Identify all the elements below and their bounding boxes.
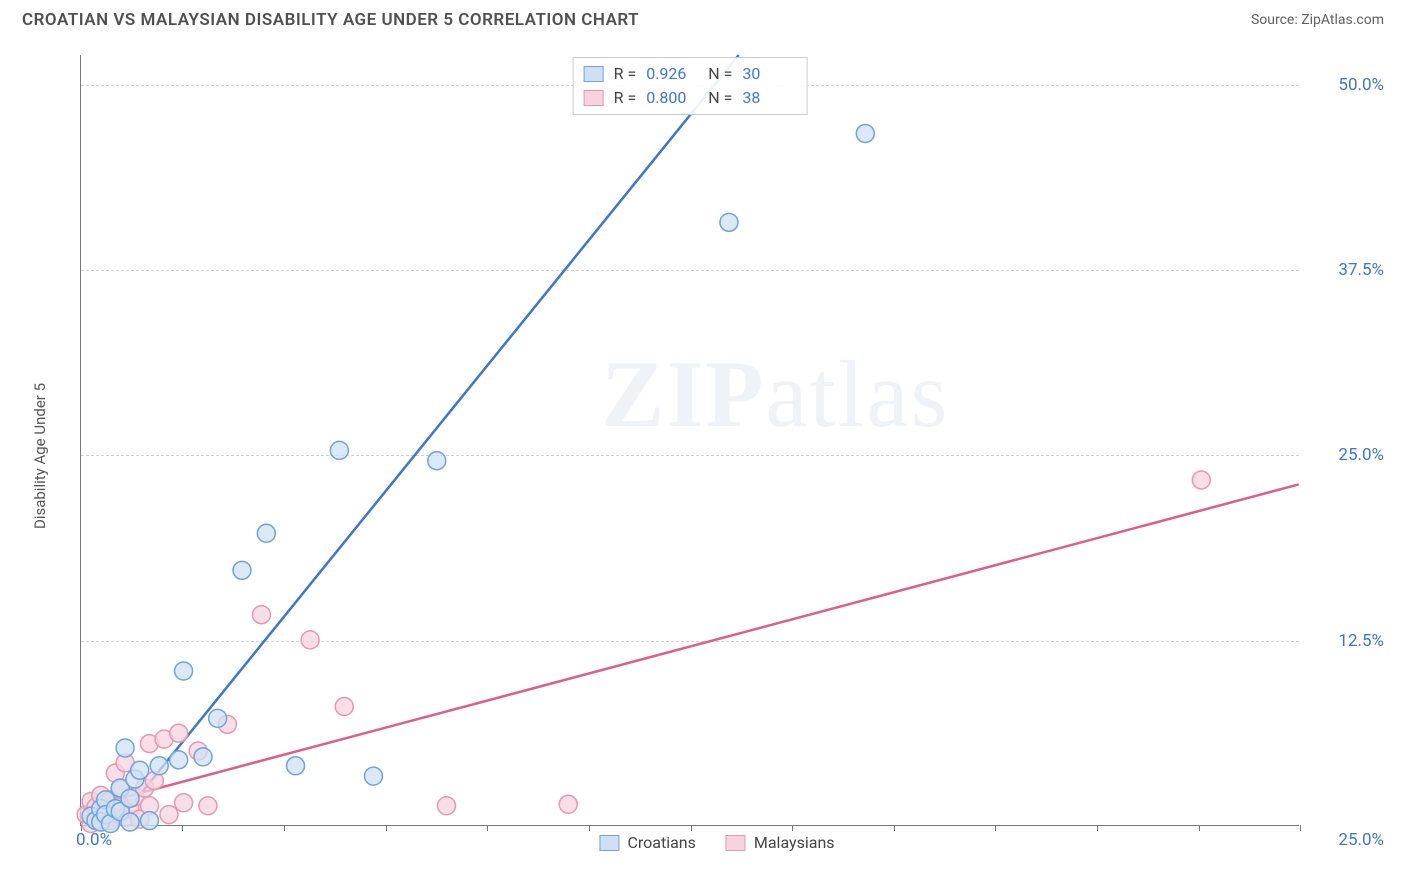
- legend-n-label: N =: [708, 86, 732, 110]
- data-point: [150, 757, 168, 775]
- x-tick: [691, 825, 692, 831]
- data-point: [252, 606, 270, 624]
- series-name: Malaysians: [754, 833, 835, 852]
- x-tick: [995, 825, 996, 831]
- y-tick-label: 37.5%: [1304, 260, 1384, 280]
- data-point: [209, 709, 227, 727]
- x-tick: [894, 825, 895, 831]
- data-point: [330, 441, 348, 459]
- data-point: [175, 662, 193, 680]
- series-legend-item: Malaysians: [726, 833, 835, 852]
- legend-n-value: 30: [742, 62, 794, 86]
- legend-swatch: [584, 66, 604, 82]
- data-point: [1192, 471, 1210, 489]
- data-point: [194, 748, 212, 766]
- legend-n-label: N =: [708, 62, 732, 86]
- data-point: [131, 761, 149, 779]
- x-tick: [487, 825, 488, 831]
- legend-swatch: [599, 835, 619, 851]
- source-attribution: Source: ZipAtlas.com: [1251, 12, 1384, 28]
- x-tick: [386, 825, 387, 831]
- data-point: [720, 213, 738, 231]
- data-point: [170, 724, 188, 742]
- data-point: [301, 631, 319, 649]
- legend-r-label: R =: [614, 62, 637, 86]
- data-point: [364, 767, 382, 785]
- plot-area: ZIPatlas R =0.926N =30R =0.800N =38: [80, 55, 1299, 826]
- data-point: [116, 739, 134, 757]
- data-point: [287, 757, 305, 775]
- legend-r-value: 0.926: [646, 62, 698, 86]
- data-point: [438, 797, 456, 815]
- series-name: Croatians: [627, 833, 695, 852]
- correlation-legend: R = 0.926 N = 30 R = 0.800 N = 38: [573, 57, 808, 115]
- data-point: [856, 124, 874, 142]
- legend-n-value: 38: [742, 86, 794, 110]
- y-tick-label: 50.0%: [1304, 75, 1384, 95]
- legend-r-value: 0.800: [646, 86, 698, 110]
- x-tick: [1300, 825, 1301, 831]
- legend-row: R = 0.800 N = 38: [584, 86, 795, 110]
- series-legend-item: Croatians: [599, 833, 695, 852]
- x-axis-origin-label: 0.0%: [76, 830, 112, 850]
- data-point: [257, 524, 275, 542]
- data-point: [121, 813, 139, 831]
- x-tick: [1199, 825, 1200, 831]
- data-point: [233, 561, 251, 579]
- x-axis-end-label: 25.0%: [1302, 830, 1384, 850]
- y-tick-label: 25.0%: [1304, 445, 1384, 465]
- data-point: [140, 812, 158, 830]
- data-point: [199, 797, 217, 815]
- chart-header: CROATIAN VS MALAYSIAN DISABILITY AGE UND…: [0, 0, 1406, 36]
- data-point: [121, 789, 139, 807]
- x-tick: [284, 825, 285, 831]
- data-point: [170, 751, 188, 769]
- trend-line: [115, 55, 738, 825]
- x-tick: [1097, 825, 1098, 831]
- data-point: [175, 794, 193, 812]
- x-tick: [792, 825, 793, 831]
- legend-row: R = 0.926 N = 30: [584, 62, 795, 86]
- chart-title: CROATIAN VS MALAYSIAN DISABILITY AGE UND…: [22, 10, 639, 30]
- scatter-svg: [81, 55, 1299, 825]
- x-tick: [589, 825, 590, 831]
- source-name: ZipAtlas.com: [1301, 12, 1384, 28]
- legend-swatch: [726, 835, 746, 851]
- data-point: [559, 795, 577, 813]
- data-point: [335, 698, 353, 716]
- series-legend: Croatians Malaysians: [599, 833, 834, 852]
- data-point: [428, 452, 446, 470]
- chart-container: Disability Age Under 5 ZIPatlas R =0.926…: [50, 55, 1384, 856]
- data-point: [160, 806, 178, 824]
- legend-swatch: [584, 90, 604, 106]
- x-tick: [182, 825, 183, 831]
- y-axis-title: Disability Age Under 5: [31, 382, 49, 528]
- legend-r-label: R =: [614, 86, 637, 110]
- y-tick-label: 12.5%: [1304, 631, 1384, 651]
- source-prefix: Source:: [1251, 12, 1301, 28]
